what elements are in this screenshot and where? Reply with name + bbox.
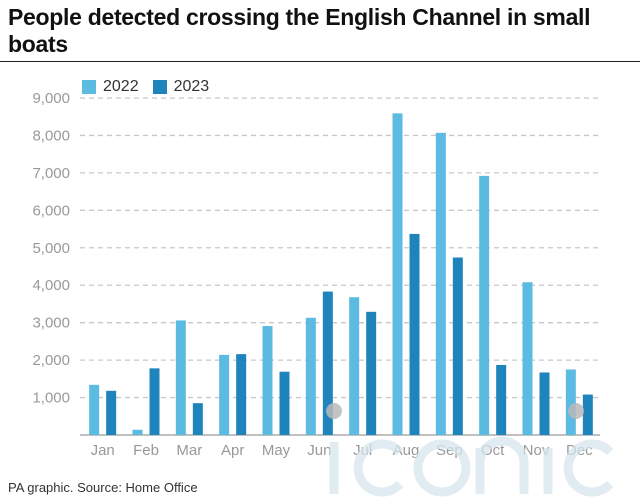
x-tick-label: Apr <box>221 442 244 459</box>
y-tick-label: 2,000 <box>32 352 70 369</box>
bar-2022-oct <box>479 175 490 435</box>
bar-2023-sep <box>452 257 463 435</box>
legend-item-2022: 2022 <box>82 78 139 96</box>
bar-2022-jul <box>349 297 360 435</box>
bar-2022-feb <box>132 429 143 435</box>
bar-2023-jun <box>322 291 333 435</box>
bar-2022-mar <box>175 320 186 435</box>
bar-2023-jul <box>366 311 377 435</box>
legend-swatch-2023 <box>152 80 167 94</box>
x-tick-label: Mar <box>176 442 202 459</box>
y-tick-label: 8,000 <box>32 127 70 144</box>
legend: 2022 2023 <box>82 78 215 96</box>
y-tick-label: 1,000 <box>32 390 70 407</box>
bar-2022-dec <box>565 369 576 435</box>
bar-2023-jan <box>106 390 117 435</box>
x-tick-label: Jun <box>307 442 331 459</box>
source-note: PA graphic. Source: Home Office <box>8 480 198 495</box>
bar-2022-sep <box>435 132 446 435</box>
y-tick-label: 5,000 <box>32 240 70 257</box>
bar-2022-aug <box>392 113 403 435</box>
bar-2023-aug <box>409 233 420 435</box>
x-tick-label: Nov <box>523 442 550 459</box>
y-tick-label: 6,000 <box>32 202 70 219</box>
bar-2023-feb <box>149 368 160 435</box>
legend-label-2023: 2023 <box>173 78 210 95</box>
bar-2023-nov <box>539 372 550 435</box>
legend-swatch-2022 <box>82 80 96 94</box>
x-tick-label: May <box>262 442 291 459</box>
bar-2023-may <box>279 371 290 435</box>
bar-2023-dec <box>582 394 593 435</box>
bar-2022-jun <box>305 317 316 435</box>
legend-label-2022: 2022 <box>103 78 139 95</box>
bar-chart: 1,000 2,000 3,000 4,000 5,000 6,000 7,000 8,000… <box>32 90 600 459</box>
bar-2023-oct <box>496 364 507 435</box>
bar-2022-may <box>262 326 273 435</box>
bar-2022-jan <box>89 384 100 435</box>
watermark-dot-right-icon <box>568 403 584 419</box>
y-tick-label: 3,000 <box>32 315 70 332</box>
x-tick-label: Feb <box>133 442 159 459</box>
chart-title: People detected crossing the English Cha… <box>8 4 591 57</box>
bar-2022-nov <box>522 282 533 435</box>
bar-2023-apr <box>236 354 247 435</box>
title-divider <box>0 61 640 62</box>
watermark-logo-icon <box>329 436 614 497</box>
y-tick-label: 9,000 <box>32 90 70 107</box>
iconic-watermark <box>326 403 614 497</box>
legend-item-2023: 2023 <box>152 78 210 96</box>
x-tick-label: Jan <box>91 442 115 459</box>
bar-2022-apr <box>219 354 230 435</box>
y-tick-label: 4,000 <box>32 277 70 294</box>
watermark-dot-left-icon <box>326 403 342 419</box>
y-tick-label: 7,000 <box>32 165 70 182</box>
bar-2023-mar <box>192 403 203 435</box>
